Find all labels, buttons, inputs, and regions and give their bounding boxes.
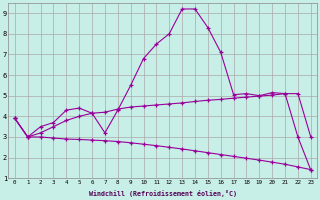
X-axis label: Windchill (Refroidissement éolien,°C): Windchill (Refroidissement éolien,°C) (89, 190, 237, 197)
